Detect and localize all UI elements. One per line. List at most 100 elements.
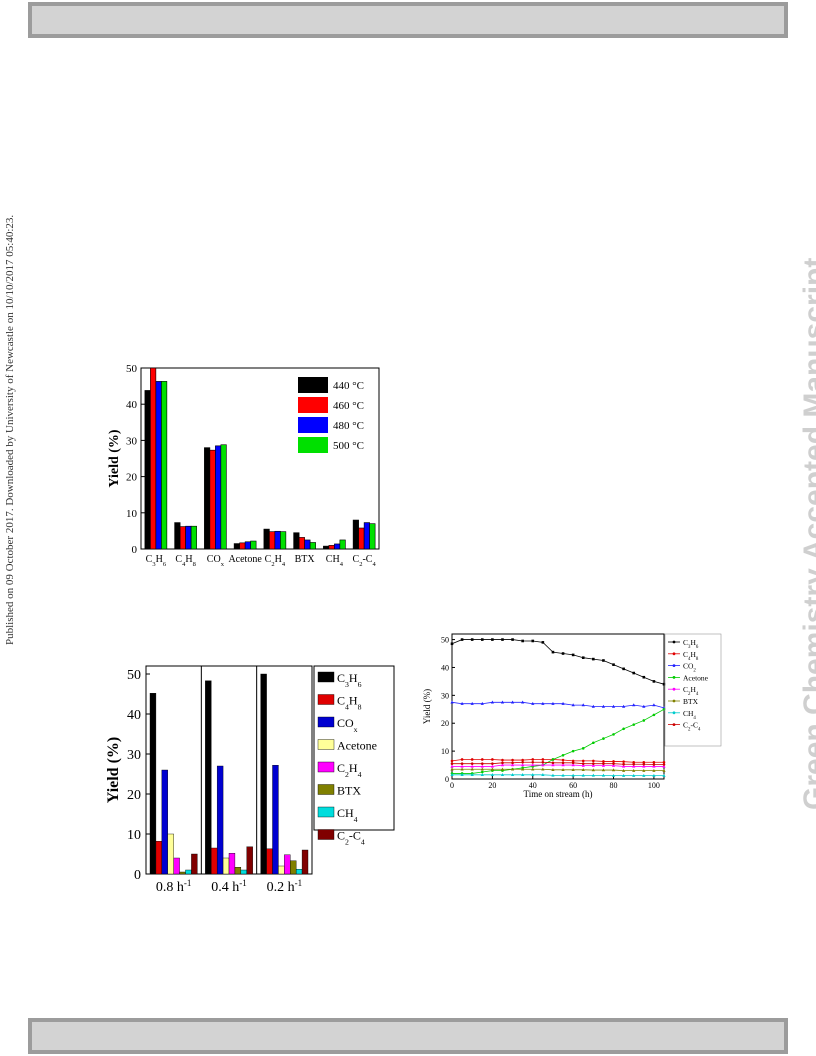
data-point — [652, 773, 656, 777]
legend-marker — [672, 723, 676, 726]
legend-marker — [672, 687, 676, 691]
data-point — [561, 761, 565, 765]
data-point — [460, 773, 464, 777]
bar — [280, 531, 287, 550]
legend-label: 500 °C — [333, 440, 364, 452]
bar — [167, 833, 174, 875]
data-point — [450, 642, 454, 646]
y-tick-label: 30 — [441, 691, 449, 700]
data-point — [592, 762, 595, 765]
legend-marker — [672, 699, 676, 703]
legend-swatch — [298, 417, 328, 433]
data-point — [622, 764, 626, 768]
data-point — [581, 656, 585, 660]
bar — [149, 693, 157, 875]
data-point — [501, 638, 504, 641]
series-line — [452, 761, 664, 765]
x-tick-label: BTX — [295, 554, 316, 565]
data-point — [500, 767, 505, 771]
bar — [216, 765, 224, 875]
x-tick-label: 40 — [529, 781, 537, 790]
y-tick-label: 0 — [445, 775, 449, 784]
data-point — [612, 663, 615, 666]
bar — [301, 849, 309, 875]
data-point — [531, 760, 535, 764]
data-point — [571, 761, 575, 765]
data-point — [652, 763, 656, 766]
bar — [161, 769, 168, 875]
data-point — [652, 760, 656, 764]
legend-label: 480 °C — [333, 420, 364, 432]
data-point — [632, 671, 636, 675]
data-point — [551, 767, 555, 771]
data-point — [622, 762, 625, 766]
data-point — [561, 763, 565, 767]
data-point — [571, 749, 575, 753]
bar — [205, 680, 212, 875]
data-point — [541, 767, 545, 771]
data-point — [571, 653, 575, 657]
legend-swatch — [298, 377, 328, 393]
data-point — [480, 770, 484, 774]
data-point — [612, 762, 615, 765]
y-tick-label: 50 — [127, 668, 141, 683]
data-point — [531, 639, 535, 643]
data-point — [642, 762, 646, 766]
x-axis-label: Time on stream (h) — [524, 789, 593, 799]
series-line — [452, 768, 664, 772]
data-point — [551, 650, 555, 654]
bar — [272, 765, 279, 875]
x-tick-label: Acetone — [228, 554, 262, 565]
data-point — [541, 760, 545, 764]
data-point — [500, 773, 505, 777]
data-point — [521, 767, 525, 771]
data-point — [480, 701, 484, 705]
data-point — [511, 758, 514, 762]
y-tick-label: 10 — [127, 828, 141, 843]
data-point — [581, 703, 585, 707]
data-point — [480, 762, 484, 765]
data-point — [642, 675, 646, 679]
data-point — [662, 682, 666, 686]
data-point — [632, 764, 636, 768]
data-point — [521, 639, 524, 643]
data-point — [450, 773, 454, 777]
series-line — [452, 774, 664, 777]
legend-swatch — [317, 784, 335, 795]
data-point — [602, 737, 605, 740]
y-axis-label: Yield (%) — [422, 689, 432, 724]
data-point — [480, 767, 484, 771]
data-point — [521, 773, 525, 777]
bar — [260, 673, 267, 875]
legend-label: 440 °C — [333, 380, 364, 392]
y-tick-label: 30 — [127, 748, 141, 763]
data-point — [470, 701, 474, 705]
data-point — [652, 764, 656, 768]
bar — [246, 846, 253, 875]
legend-label: C2-C4 — [683, 721, 701, 733]
y-tick-label: 40 — [126, 399, 138, 411]
x-tick-label: 0.4 h-1 — [211, 878, 247, 895]
x-tick-label: CH4 — [326, 554, 344, 568]
legend-frame — [664, 633, 722, 747]
y-tick-label: 40 — [441, 663, 449, 672]
legend-marker — [672, 664, 676, 667]
data-point — [510, 700, 515, 704]
legend-label: C4H8 — [683, 650, 699, 662]
legend-swatch — [317, 761, 335, 773]
data-point — [591, 763, 595, 767]
data-point — [652, 768, 656, 772]
data-point — [470, 762, 474, 765]
data-point — [642, 760, 646, 764]
data-point — [581, 759, 585, 763]
data-point — [460, 767, 464, 771]
data-point — [541, 773, 545, 777]
y-tick-label: 20 — [441, 719, 449, 728]
data-point — [592, 657, 595, 661]
data-point — [551, 758, 555, 761]
data-point — [591, 773, 595, 777]
data-point — [652, 703, 656, 707]
bar — [228, 853, 236, 875]
